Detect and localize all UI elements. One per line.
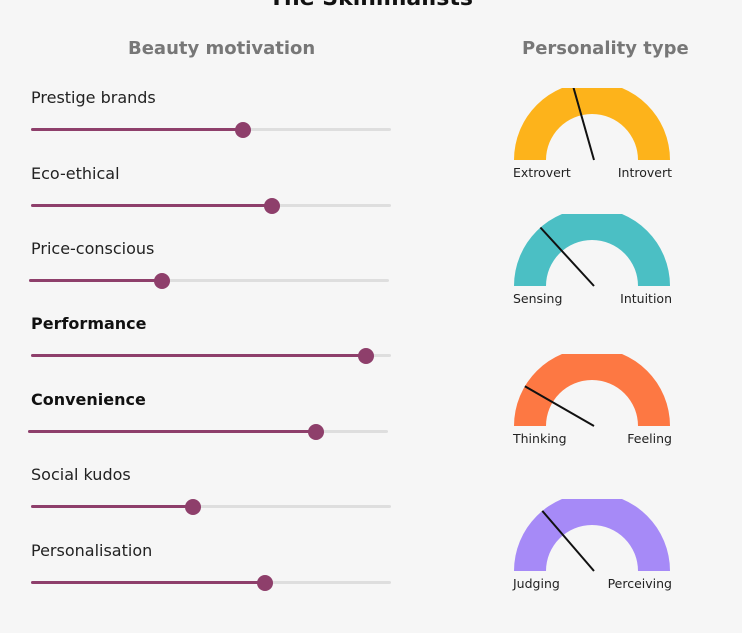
slider-knob[interactable] [154, 272, 171, 289]
slider-knob[interactable] [257, 574, 273, 591]
gauge-needle [572, 88, 595, 161]
gauge-svg [514, 499, 670, 572]
gauge-arc [514, 499, 670, 571]
slider-track[interactable] [31, 347, 391, 364]
slider-row: Eco-ethical [0, 164, 470, 224]
slider-knob[interactable] [235, 121, 252, 138]
gauge: Thinking Feeling [500, 354, 700, 454]
slider-fill [31, 128, 244, 131]
slider-label: Convenience [31, 390, 146, 409]
slider-label: Prestige brands [31, 88, 156, 107]
slider-row: Social kudos [0, 465, 470, 525]
gauge-left-label: Thinking [513, 431, 567, 446]
gauge-right-label: Introvert [617, 165, 672, 180]
slider-label: Personalisation [31, 541, 153, 560]
gauge-right-label: Feeling [627, 431, 672, 446]
gauge-right-label: Perceiving [607, 576, 672, 591]
slider-fill [31, 354, 366, 357]
gauge-svg [514, 354, 670, 427]
slider-fill [31, 204, 273, 207]
slider-knob[interactable] [264, 197, 281, 214]
slider-track[interactable] [29, 272, 389, 289]
gauge-svg [514, 88, 670, 161]
slider-row: Prestige brands [0, 88, 470, 148]
slider-knob[interactable] [185, 498, 201, 515]
personality-type-heading: Personality type [522, 38, 689, 59]
slider-fill [31, 505, 193, 508]
gauge: Judging Perceiving [500, 499, 700, 599]
slider-row: Personalisation [0, 541, 470, 601]
slider-label: Eco-ethical [31, 164, 120, 183]
slider-fill [29, 279, 163, 282]
slider-fill [28, 430, 316, 433]
gauge-needle [539, 226, 595, 287]
slider-fill [31, 581, 265, 584]
slider-row: Price-conscious [0, 239, 470, 299]
gauge-needle [541, 510, 595, 572]
gauge-needle [524, 385, 595, 427]
slider-track[interactable] [28, 423, 388, 440]
gauge: Sensing Intuition [500, 214, 700, 314]
slider-knob[interactable] [357, 347, 374, 364]
slider-track[interactable] [31, 121, 391, 138]
gauge-left-label: Extrovert [513, 165, 571, 180]
gauge-right-label: Intuition [620, 291, 672, 306]
beauty-motivation-heading: Beauty motivation [128, 38, 316, 59]
slider-label: Price-conscious [31, 239, 155, 258]
slider-label: Performance [31, 314, 147, 333]
gauge-left-label: Judging [513, 576, 560, 591]
slider-row: Performance [0, 314, 470, 374]
slider-knob[interactable] [308, 423, 324, 440]
slider-label: Social kudos [31, 465, 131, 484]
slider-track[interactable] [31, 197, 391, 214]
gauge-arc [514, 88, 670, 160]
gauge-left-label: Sensing [513, 291, 563, 306]
gauge: Extrovert Introvert [500, 88, 700, 188]
slider-track[interactable] [31, 498, 391, 515]
gauge-arc [514, 354, 670, 426]
gauge-svg [514, 214, 670, 287]
gauge-arc [514, 214, 670, 286]
slider-row: Convenience [0, 390, 470, 450]
page-title: The Skinimalists [0, 0, 742, 11]
slider-track[interactable] [31, 574, 391, 591]
